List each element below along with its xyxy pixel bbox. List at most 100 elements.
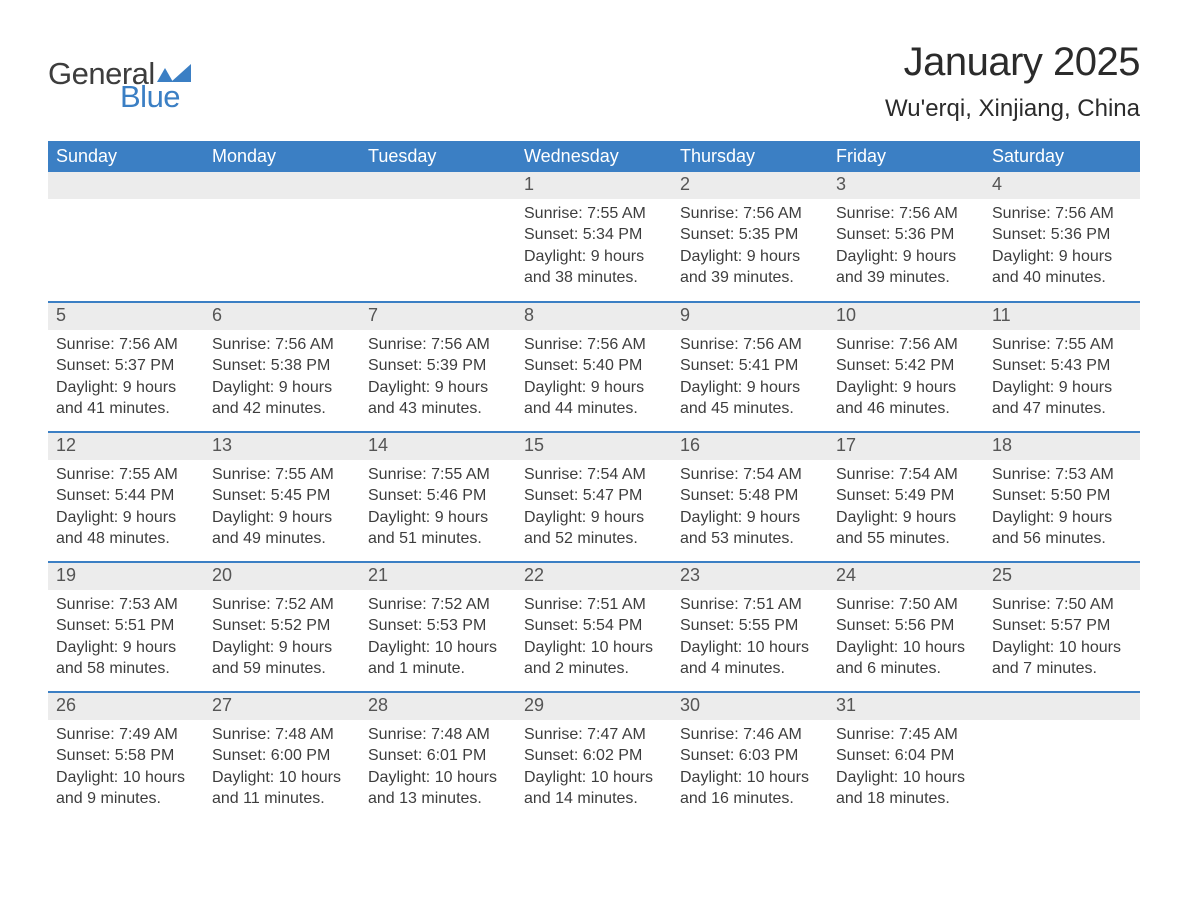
daylight-text: Daylight: 9 hours and 43 minutes. [368, 377, 508, 420]
daylight-text: Daylight: 10 hours and 18 minutes. [836, 767, 976, 810]
calendar-week-row: ...1Sunrise: 7:55 AMSunset: 5:34 PMDayli… [48, 172, 1140, 302]
day-number: 23 [672, 563, 828, 590]
sunrise-text: Sunrise: 7:55 AM [212, 464, 352, 486]
sunrise-text: Sunrise: 7:53 AM [56, 594, 196, 616]
daylight-text: Daylight: 10 hours and 9 minutes. [56, 767, 196, 810]
sunset-text: Sunset: 5:51 PM [56, 615, 196, 637]
day-body: Sunrise: 7:56 AMSunset: 5:35 PMDaylight:… [672, 199, 828, 297]
calendar-cell: 31Sunrise: 7:45 AMSunset: 6:04 PMDayligh… [828, 692, 984, 822]
sunrise-text: Sunrise: 7:56 AM [680, 334, 820, 356]
sunrise-text: Sunrise: 7:48 AM [212, 724, 352, 746]
sunrise-text: Sunrise: 7:51 AM [524, 594, 664, 616]
page-title: January 2025 [885, 40, 1140, 85]
calendar-cell: 5Sunrise: 7:56 AMSunset: 5:37 PMDaylight… [48, 302, 204, 432]
sunset-text: Sunset: 5:54 PM [524, 615, 664, 637]
sunset-text: Sunset: 5:58 PM [56, 745, 196, 767]
day-body: Sunrise: 7:56 AMSunset: 5:40 PMDaylight:… [516, 330, 672, 428]
calendar-week-row: 19Sunrise: 7:53 AMSunset: 5:51 PMDayligh… [48, 562, 1140, 692]
sunrise-text: Sunrise: 7:50 AM [992, 594, 1132, 616]
calendar-cell: . [984, 692, 1140, 822]
sunset-text: Sunset: 6:04 PM [836, 745, 976, 767]
day-number: 22 [516, 563, 672, 590]
daylight-text: Daylight: 10 hours and 4 minutes. [680, 637, 820, 680]
daylight-text: Daylight: 10 hours and 6 minutes. [836, 637, 976, 680]
sunrise-text: Sunrise: 7:55 AM [368, 464, 508, 486]
sunset-text: Sunset: 5:56 PM [836, 615, 976, 637]
day-number: 10 [828, 303, 984, 330]
sunset-text: Sunset: 5:45 PM [212, 485, 352, 507]
day-number: 19 [48, 563, 204, 590]
daylight-text: Daylight: 9 hours and 59 minutes. [212, 637, 352, 680]
page-subtitle: Wu'erqi, Xinjiang, China [885, 95, 1140, 123]
sunset-text: Sunset: 5:48 PM [680, 485, 820, 507]
calendar-cell: 16Sunrise: 7:54 AMSunset: 5:48 PMDayligh… [672, 432, 828, 562]
day-body: Sunrise: 7:51 AMSunset: 5:54 PMDaylight:… [516, 590, 672, 688]
calendar-cell: 11Sunrise: 7:55 AMSunset: 5:43 PMDayligh… [984, 302, 1140, 432]
calendar-cell: 24Sunrise: 7:50 AMSunset: 5:56 PMDayligh… [828, 562, 984, 692]
sunset-text: Sunset: 5:34 PM [524, 224, 664, 246]
sunset-text: Sunset: 5:57 PM [992, 615, 1132, 637]
daylight-text: Daylight: 10 hours and 1 minute. [368, 637, 508, 680]
sunrise-text: Sunrise: 7:49 AM [56, 724, 196, 746]
sunset-text: Sunset: 5:35 PM [680, 224, 820, 246]
calendar-cell: 14Sunrise: 7:55 AMSunset: 5:46 PMDayligh… [360, 432, 516, 562]
daylight-text: Daylight: 9 hours and 41 minutes. [56, 377, 196, 420]
day-number: . [204, 172, 360, 199]
calendar-cell: 1Sunrise: 7:55 AMSunset: 5:34 PMDaylight… [516, 172, 672, 302]
sunrise-text: Sunrise: 7:51 AM [680, 594, 820, 616]
calendar-cell: 18Sunrise: 7:53 AMSunset: 5:50 PMDayligh… [984, 432, 1140, 562]
day-body: Sunrise: 7:51 AMSunset: 5:55 PMDaylight:… [672, 590, 828, 688]
sunrise-text: Sunrise: 7:54 AM [524, 464, 664, 486]
col-header: Sunday [48, 141, 204, 172]
calendar-cell: 27Sunrise: 7:48 AMSunset: 6:00 PMDayligh… [204, 692, 360, 822]
daylight-text: Daylight: 9 hours and 44 minutes. [524, 377, 664, 420]
calendar-cell: 17Sunrise: 7:54 AMSunset: 5:49 PMDayligh… [828, 432, 984, 562]
day-number: 17 [828, 433, 984, 460]
daylight-text: Daylight: 9 hours and 49 minutes. [212, 507, 352, 550]
sunset-text: Sunset: 5:52 PM [212, 615, 352, 637]
day-number: 14 [360, 433, 516, 460]
sunset-text: Sunset: 6:03 PM [680, 745, 820, 767]
day-number: . [984, 693, 1140, 720]
day-number: 16 [672, 433, 828, 460]
calendar-cell: . [360, 172, 516, 302]
sunset-text: Sunset: 5:38 PM [212, 355, 352, 377]
day-body: Sunrise: 7:56 AMSunset: 5:36 PMDaylight:… [984, 199, 1140, 297]
day-body: Sunrise: 7:55 AMSunset: 5:45 PMDaylight:… [204, 460, 360, 558]
calendar-week-row: 26Sunrise: 7:49 AMSunset: 5:58 PMDayligh… [48, 692, 1140, 822]
daylight-text: Daylight: 9 hours and 47 minutes. [992, 377, 1132, 420]
calendar-cell: 26Sunrise: 7:49 AMSunset: 5:58 PMDayligh… [48, 692, 204, 822]
day-body: Sunrise: 7:53 AMSunset: 5:51 PMDaylight:… [48, 590, 204, 688]
calendar-cell: 7Sunrise: 7:56 AMSunset: 5:39 PMDaylight… [360, 302, 516, 432]
day-body: Sunrise: 7:54 AMSunset: 5:48 PMDaylight:… [672, 460, 828, 558]
sunset-text: Sunset: 5:47 PM [524, 485, 664, 507]
daylight-text: Daylight: 10 hours and 7 minutes. [992, 637, 1132, 680]
calendar-cell: 21Sunrise: 7:52 AMSunset: 5:53 PMDayligh… [360, 562, 516, 692]
day-body: Sunrise: 7:55 AMSunset: 5:34 PMDaylight:… [516, 199, 672, 297]
sunset-text: Sunset: 5:39 PM [368, 355, 508, 377]
daylight-text: Daylight: 9 hours and 58 minutes. [56, 637, 196, 680]
sunrise-text: Sunrise: 7:56 AM [992, 203, 1132, 225]
sunrise-text: Sunrise: 7:55 AM [56, 464, 196, 486]
day-number: 4 [984, 172, 1140, 199]
logo-word-2: Blue [120, 81, 191, 112]
sunset-text: Sunset: 5:36 PM [836, 224, 976, 246]
day-number: 30 [672, 693, 828, 720]
day-body: Sunrise: 7:52 AMSunset: 5:52 PMDaylight:… [204, 590, 360, 688]
daylight-text: Daylight: 9 hours and 53 minutes. [680, 507, 820, 550]
daylight-text: Daylight: 10 hours and 11 minutes. [212, 767, 352, 810]
calendar-week-row: 5Sunrise: 7:56 AMSunset: 5:37 PMDaylight… [48, 302, 1140, 432]
day-number: . [360, 172, 516, 199]
calendar-cell: . [48, 172, 204, 302]
day-number: 21 [360, 563, 516, 590]
col-header: Friday [828, 141, 984, 172]
day-number: 6 [204, 303, 360, 330]
daylight-text: Daylight: 9 hours and 42 minutes. [212, 377, 352, 420]
sunset-text: Sunset: 5:42 PM [836, 355, 976, 377]
calendar-cell: 13Sunrise: 7:55 AMSunset: 5:45 PMDayligh… [204, 432, 360, 562]
sunset-text: Sunset: 5:41 PM [680, 355, 820, 377]
daylight-text: Daylight: 9 hours and 51 minutes. [368, 507, 508, 550]
calendar-cell: 22Sunrise: 7:51 AMSunset: 5:54 PMDayligh… [516, 562, 672, 692]
calendar-cell: 8Sunrise: 7:56 AMSunset: 5:40 PMDaylight… [516, 302, 672, 432]
calendar-cell: 30Sunrise: 7:46 AMSunset: 6:03 PMDayligh… [672, 692, 828, 822]
